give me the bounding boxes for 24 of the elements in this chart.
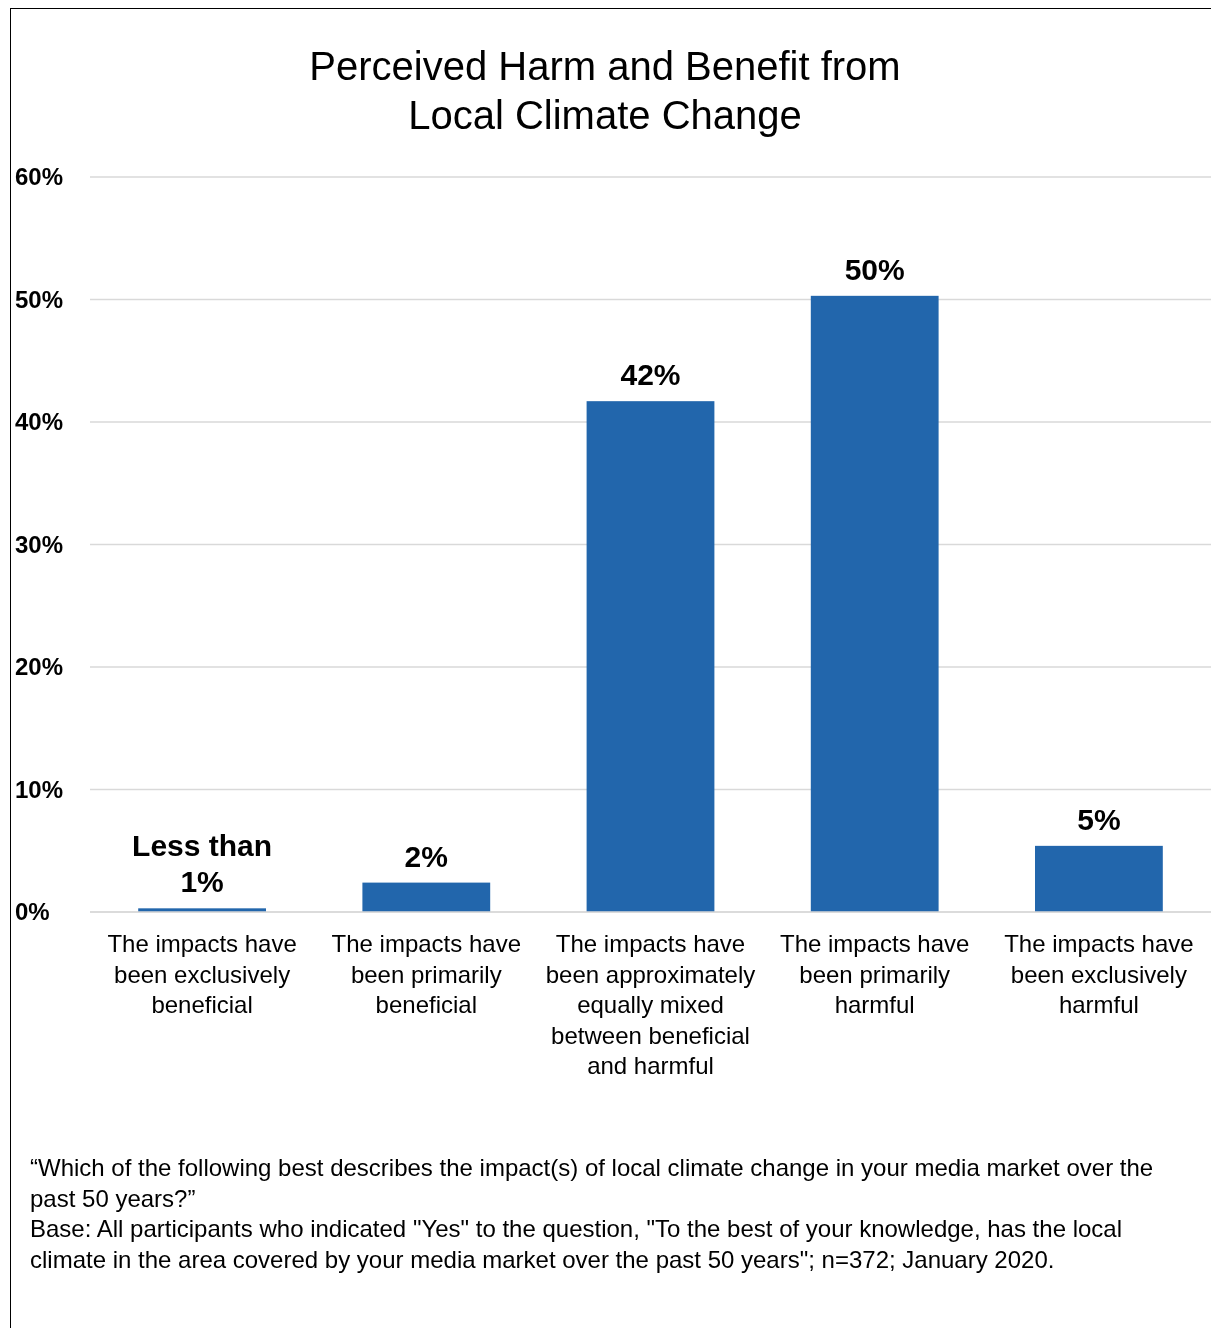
y-tick-label: 20% [15, 653, 64, 681]
y-tick-label: 60% [15, 163, 64, 191]
text: Base: All participants who indicated "Yes" to the question, "To the best of your knowledge, has the local climate in the area covered by your media market over the past 50 years"; n=372; January 2020. [30, 1215, 1123, 1273]
data-label: 50% [844, 252, 905, 286]
x-tick-label: The impacts have been approximately equally mixed between beneficial and harmful [545, 930, 756, 1079]
bar [1035, 845, 1163, 912]
y-tick-label: 40% [15, 408, 64, 436]
chart-title: Perceived Harm and Benefit from Local Climate Change [309, 44, 901, 137]
data-label: 2% [404, 839, 448, 873]
data-label: 5% [1077, 802, 1121, 836]
data-label: 42% [620, 358, 681, 392]
x-tick-label: The impacts have been exclusively beneficial [107, 930, 297, 1018]
x-tick-label: The impacts have been exclusively harmful [1004, 930, 1194, 1018]
text: “Which of the following best describes the impact(s) of local climate change in your media market over the past 50 years?” [30, 1154, 1154, 1212]
bar [586, 401, 715, 912]
bar [362, 882, 491, 912]
data-label: Less than 1% [132, 829, 273, 899]
x-tick-label: The impacts have been primarily harmful [779, 930, 970, 1018]
y-tick-label: 0% [15, 898, 50, 926]
y-tick-label: 30% [15, 530, 64, 558]
bar [810, 295, 939, 912]
y-tick-label: 50% [15, 285, 64, 313]
y-tick-label: 10% [15, 775, 64, 803]
x-tick-label: The impacts have been primarily beneficial [331, 930, 522, 1018]
